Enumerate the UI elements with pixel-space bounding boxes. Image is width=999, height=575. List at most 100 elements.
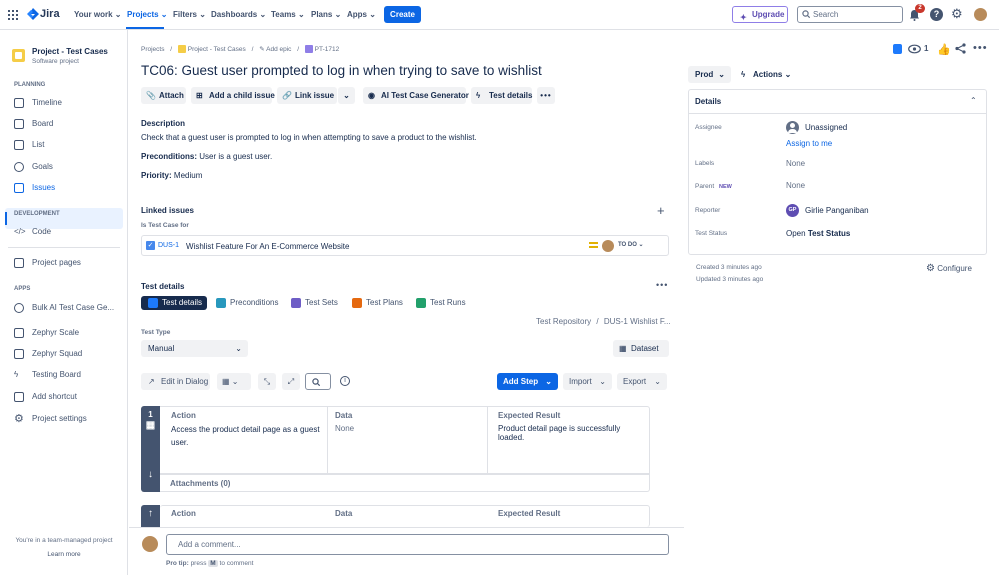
sidebar-item-zephyr-squad[interactable]: Zephyr Squad [14,349,82,359]
repo-path-folder[interactable]: DUS-1 Wishlist F... [603,317,671,326]
issue-title[interactable]: TC06: Guest user prompted to log in when… [141,63,542,78]
watch-eye-icon[interactable] [908,44,921,54]
sidebar-item-bulk-ai[interactable]: Bulk AI Test Case Ge... [14,303,114,313]
assignee-value[interactable]: Unassigned [805,123,848,132]
zephyr-squad-icon [14,349,24,359]
ai-test-case-generator-button[interactable]: ◉ AI Test Case Generator [363,87,469,104]
sidebar-item-testing-board[interactable]: ϟ Testing Board [14,370,81,380]
comment-input[interactable]: Add a comment... [166,534,669,555]
import-button[interactable]: Import ⌄ [563,373,612,390]
test-type-select[interactable]: Manual ⌄ [141,340,248,357]
settings-gear-icon[interactable]: ⚙ [951,6,963,21]
breadcrumb-add-epic[interactable]: Add epic [266,46,292,53]
details-header[interactable]: Details ⌃ [688,89,987,114]
add-step-button[interactable]: Add Step ⌄ [497,373,558,390]
assign-to-me-link[interactable]: Assign to me [786,139,833,148]
move-up-arrow-icon[interactable]: ↑ [148,508,153,519]
repo-path-root[interactable]: Test Repository [536,317,592,326]
breadcrumb-projects[interactable]: Projects [141,46,165,53]
nav-projects[interactable]: Projects ⌄ [127,10,168,19]
tab-test-runs[interactable]: Test Runs [409,296,469,310]
sidebar-item-goals[interactable]: Goals [14,162,53,172]
nav-apps[interactable]: Apps ⌄ [347,10,376,19]
expand-icon[interactable]: ⤢ [282,373,300,390]
info-icon[interactable]: i [340,376,350,386]
test-status-value[interactable]: Open Test Status [786,229,851,238]
view-mode-button[interactable]: ▦ ⌄ [217,373,251,390]
linked-issue-summary[interactable]: Wishlist Feature For An E-Commerce Websi… [186,242,350,251]
attachments-row[interactable]: Attachments (0) [160,474,650,492]
tab-test-sets[interactable]: Test Sets [284,296,339,310]
sidebar-item-board[interactable]: Board [14,119,53,129]
learn-more-link[interactable]: Learn more [47,551,81,558]
add-linked-issue-icon[interactable]: + [657,203,665,218]
sidebar-item-project-pages[interactable]: Project pages [14,258,81,268]
linked-issue-key[interactable]: DUS-1 [158,242,180,249]
share-icon[interactable] [955,43,966,54]
attach-button[interactable]: 📎 Attach [141,87,186,104]
link-issue-button[interactable]: 🔗 Link issue [277,87,337,104]
more-options-icon[interactable]: ••• [973,42,988,54]
test-details-more-icon[interactable]: ••• [656,280,669,290]
parent-value[interactable]: None [786,181,806,190]
description-text[interactable]: Check that a guest user is prompted to l… [141,133,477,142]
sidebar-item-zephyr-scale[interactable]: Zephyr Scale [14,328,79,338]
sidebar-item-list[interactable]: List [14,140,44,150]
link-issue-dropdown-button[interactable]: ⌄ [338,87,355,104]
app-switcher-icon[interactable] [8,10,18,20]
step-action-cell[interactable]: Access the product detail page as a gues… [171,425,320,447]
link-relation: Is Test Case for [141,222,189,229]
thumbs-up-icon[interactable]: 👍 [937,44,951,56]
steps-search-input[interactable] [305,373,331,390]
step-gutter[interactable]: ↑ [141,505,160,527]
export-button[interactable]: Export ⌄ [617,373,667,390]
jira-brand[interactable]: Jira [40,8,60,20]
sidebar-item-code[interactable]: </> Code [14,227,52,237]
breadcrumb-project[interactable]: Project - Test Cases [187,46,246,53]
actions-menu-button[interactable]: ϟ Actions ⌄ [738,66,796,83]
move-down-arrow-icon[interactable]: ↓ [148,469,153,480]
tab-test-details[interactable]: Test details [141,296,207,310]
user-avatar[interactable] [974,8,987,21]
sidebar-active-highlight [5,208,123,229]
jira-logo-icon[interactable] [27,8,39,20]
tab-preconditions[interactable]: Preconditions [209,296,279,310]
dataset-button[interactable]: ▦ Dataset [613,340,669,357]
tab-test-plans[interactable]: Test Plans [345,296,403,310]
labels-value[interactable]: None [786,159,806,168]
search-icon [802,10,810,18]
assignee-avatar [602,240,614,252]
search-input[interactable]: Search [797,6,903,23]
step-expected-cell[interactable]: Product detail page is successfully load… [498,424,621,442]
lock-icon[interactable] [893,44,902,54]
chevron-up-icon[interactable]: ⌃ [970,96,977,105]
configure-button[interactable]: ⚙ Configure [926,263,972,274]
nav-plans[interactable]: Plans ⌄ [311,10,342,19]
breadcrumb-issue-key[interactable]: PT-1712 [314,46,340,53]
nav-teams[interactable]: Teams ⌄ [271,10,305,19]
upgrade-button[interactable]: ✦ Upgrade [732,6,788,23]
add-child-issue-button[interactable]: ⊞ Add a child issue [191,87,275,104]
help-icon[interactable]: ? [930,8,943,21]
linked-issue-row[interactable]: ✓ DUS-1 Wishlist Feature For An E-Commer… [141,235,669,256]
collapse-icon[interactable]: ⤡ [258,373,276,390]
edit-in-dialog-button[interactable]: ↗ Edit in Dialog [141,373,210,390]
sidebar-item-add-shortcut[interactable]: Add shortcut [14,392,77,402]
reporter-value[interactable]: Girlie Panganiban [805,206,869,215]
step-gutter[interactable]: 1 ▦ ↓ [141,406,160,492]
project-name[interactable]: Project - Test Cases [32,47,108,56]
create-button[interactable]: Create [384,6,421,23]
status-dropdown[interactable]: TO DO ⌄ [618,242,644,248]
nav-your-work[interactable]: Your work ⌄ [74,10,122,19]
sidebar-item-timeline[interactable]: Timeline [14,98,62,108]
test-details-button[interactable]: ϟ Test details [471,87,532,104]
nav-dashboards[interactable]: Dashboards ⌄ [211,10,267,19]
task-icon: ✓ [146,241,155,250]
drag-handle-icon[interactable]: ▦ [145,420,156,431]
nav-filters[interactable]: Filters ⌄ [173,10,206,19]
more-actions-button[interactable]: ••• [537,87,555,104]
sidebar-item-issues[interactable]: Issues [14,183,55,193]
sidebar-item-project-settings[interactable]: ⚙ Project settings [14,413,87,425]
step-data-cell[interactable]: None [335,424,355,433]
environment-select[interactable]: Prod ⌄ [688,66,731,83]
